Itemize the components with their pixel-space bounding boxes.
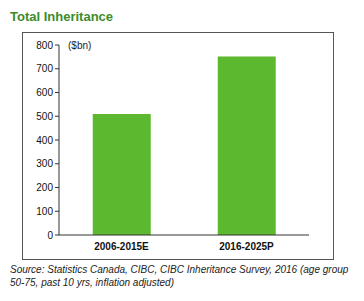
html-text:Source: Statistics Canada, CIB: Source: Statistics Canada, CIBC, CIBC In… <box>10 264 349 288</box>
svg-text:600: 600 <box>36 87 53 98</box>
svg-text:200: 200 <box>36 182 53 193</box>
svg-text:400: 400 <box>36 135 53 146</box>
html-text:($bn): ($bn) <box>68 40 92 51</box>
svg-text:500: 500 <box>36 111 53 122</box>
svg-text:800: 800 <box>36 40 53 51</box>
svg-text:2016-2025P: 2016-2025P <box>219 241 274 252</box>
svg-text:700: 700 <box>36 63 53 74</box>
svg-text:100: 100 <box>36 206 53 217</box>
html-text:Total Inheritance: Total Inheritance <box>10 9 114 24</box>
svg-text:2006-2015E: 2006-2015E <box>94 241 149 252</box>
svg-text:300: 300 <box>36 158 53 169</box>
svg-text:0: 0 <box>47 230 53 241</box>
